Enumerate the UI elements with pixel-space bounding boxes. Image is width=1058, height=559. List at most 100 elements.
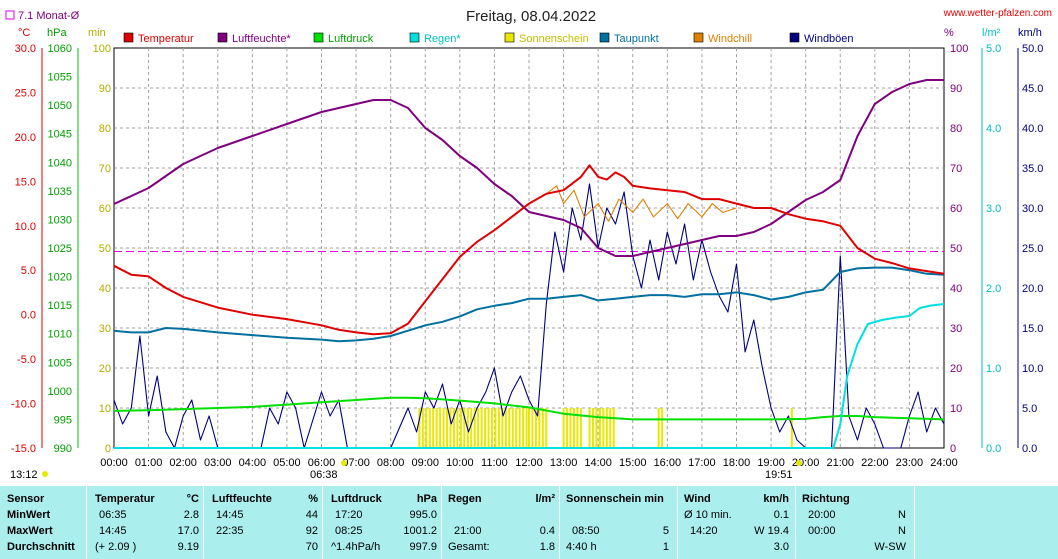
y-tick-wind: 30.0 bbox=[1022, 203, 1043, 215]
sunset-marker: 19:51 bbox=[765, 460, 802, 481]
x-tick-label: 07:00 bbox=[342, 457, 370, 469]
header-temperature: Temperatur bbox=[95, 493, 155, 505]
legend-label: Windböen bbox=[804, 33, 854, 45]
rain-total-value: 1.8 bbox=[539, 541, 555, 553]
hum-avg-value: 70 bbox=[305, 541, 318, 553]
series-line-luftfeuchte bbox=[113, 79, 944, 257]
dir-row2-time: 00:00 bbox=[808, 525, 836, 537]
y-tick-press: 1025 bbox=[48, 243, 72, 255]
y-tick-sun: 0 bbox=[105, 443, 111, 455]
x-tick-label: 08:00 bbox=[377, 457, 405, 469]
y-tick-hum: 10 bbox=[950, 403, 962, 415]
x-tick-label: 04:00 bbox=[239, 457, 267, 469]
table-col-rain: Regen l/m² 21:00 0.4 Gesamt: 1.8 bbox=[442, 486, 560, 559]
axis-unit-rain: l/m² bbox=[982, 27, 1001, 39]
y-tick-press: 995 bbox=[54, 414, 72, 426]
y-tick-temp: 30.0 bbox=[15, 43, 36, 55]
x-tick-label: 05:00 bbox=[273, 457, 301, 469]
y-tick-temp: -5.0 bbox=[17, 354, 36, 366]
y-tick-press: 1035 bbox=[48, 186, 72, 198]
legend-swatch bbox=[504, 32, 515, 43]
row-label-max: MaxWert bbox=[7, 525, 53, 537]
y-tick-sun: 30 bbox=[99, 323, 111, 335]
y-tick-hum: 80 bbox=[950, 123, 962, 135]
y-tick-rain: 2.0 bbox=[986, 283, 1001, 295]
header-rain-unit: l/m² bbox=[535, 493, 555, 505]
y-tick-hum: 50 bbox=[950, 243, 962, 255]
wind-max-value: W 19.4 bbox=[754, 525, 789, 537]
table-col-direction: Richtung 20:00 N 00:00 N W-SW bbox=[796, 486, 915, 559]
press-max-time: 08:25 bbox=[335, 525, 363, 537]
y-tick-sun: 100 bbox=[93, 43, 111, 55]
sunrise-time: 06:38 bbox=[310, 469, 338, 481]
legend-label: Luftfeuchte* bbox=[232, 33, 291, 45]
y-tick-hum: 70 bbox=[950, 163, 962, 175]
x-tick-label: 15:00 bbox=[619, 457, 647, 469]
x-tick-label: 10:00 bbox=[446, 457, 474, 469]
y-tick-hum: 90 bbox=[950, 83, 962, 95]
series-line-luftdruck bbox=[113, 396, 945, 421]
y-tick-press: 1060 bbox=[48, 43, 72, 55]
hum-max-value: 92 bbox=[305, 525, 318, 537]
header-humidity-unit: % bbox=[308, 493, 318, 505]
source-link[interactable]: www.wetter-pfalzen.com bbox=[943, 8, 1052, 19]
x-tick-label: 22:00 bbox=[861, 457, 889, 469]
y-tick-sun: 80 bbox=[99, 123, 111, 135]
y-tick-wind: 40.0 bbox=[1022, 123, 1043, 135]
x-tick-label: 20:00 bbox=[792, 457, 820, 469]
temp-avg-delta: (+ 2.09 ) bbox=[95, 541, 137, 553]
y-tick-hum: 100 bbox=[950, 43, 968, 55]
x-tick-label: 11:00 bbox=[481, 457, 508, 469]
chart-series bbox=[113, 79, 945, 449]
y-tick-wind: 0.0 bbox=[1022, 443, 1037, 455]
legend-swatch bbox=[313, 32, 324, 43]
daylength-time: 13:12 bbox=[10, 469, 38, 481]
y-tick-press: 1000 bbox=[48, 386, 72, 398]
header-sensor: Sensor bbox=[7, 493, 45, 505]
y-tick-wind: 35.0 bbox=[1022, 163, 1043, 175]
table-col-humidity: Luftfeuchte % 14:45 44 22:35 92 70 bbox=[204, 486, 323, 559]
legend-label: Regen* bbox=[424, 33, 461, 45]
table-col-sunshine: Sonnenschein min 08:50 5 4:40 h 1 bbox=[560, 486, 678, 559]
y-tick-hum: 40 bbox=[950, 283, 962, 295]
y-tick-press: 1030 bbox=[48, 214, 72, 226]
chart-title: Freitag, 08.04.2022 bbox=[466, 8, 596, 25]
y-tick-temp: -15.0 bbox=[11, 443, 36, 455]
weather-chart: Freitag, 08.04.2022 www.wetter-pfalzen.c… bbox=[5, 8, 1052, 481]
y-tick-press: 1020 bbox=[48, 272, 72, 284]
temp-max-value: 17.0 bbox=[177, 525, 199, 537]
chart-axes: 00:00 01:00 02:00 03:00 04:00 05:00 06:00 07:00… bbox=[11, 43, 1044, 469]
hum-min-time: 14:45 bbox=[216, 509, 244, 521]
y-tick-rain: 4.0 bbox=[986, 123, 1001, 135]
press-min-time: 17:20 bbox=[335, 509, 363, 521]
table-col-sensor: Sensor MinWert MaxWert Durchschnitt bbox=[0, 486, 87, 559]
y-tick-press: 1015 bbox=[48, 300, 72, 312]
temp-min-value: 2.8 bbox=[183, 509, 199, 521]
sun-total-hours: 4:40 h bbox=[566, 541, 597, 553]
y-tick-press: 1055 bbox=[48, 72, 72, 84]
y-tick-rain: 5.0 bbox=[986, 43, 1001, 55]
dir-avg-value: W-SW bbox=[874, 541, 906, 553]
sun-max-value: 5 bbox=[662, 525, 669, 537]
monthly-average-text: 7.1 Monat-Ø bbox=[18, 10, 80, 22]
x-tick-label: 06:00 bbox=[308, 457, 336, 469]
monthly-average-label: 7.1 Monat-Ø bbox=[5, 10, 80, 22]
y-tick-temp: 5.0 bbox=[21, 265, 36, 277]
row-label-min: MinWert bbox=[7, 509, 51, 521]
y-tick-press: 1010 bbox=[48, 329, 72, 341]
legend-label: Temperatur bbox=[138, 33, 194, 45]
axis-unit-wind: km/h bbox=[1018, 27, 1042, 39]
legend-swatch bbox=[409, 32, 420, 43]
x-tick-label: 24:00 bbox=[930, 457, 958, 469]
x-tick-label: 19:00 bbox=[757, 457, 785, 469]
y-tick-sun: 50 bbox=[99, 243, 111, 255]
legend-swatch bbox=[599, 32, 610, 43]
wind-max-time: 14:20 bbox=[690, 525, 718, 537]
y-tick-temp: 10.0 bbox=[15, 221, 36, 233]
rain-max-value: 0.4 bbox=[539, 525, 555, 537]
series-line-taupunkt bbox=[113, 266, 945, 343]
y-tick-wind: 20.0 bbox=[1022, 283, 1043, 295]
sun-max-time: 08:50 bbox=[572, 525, 600, 537]
press-min-value: 995.0 bbox=[409, 509, 437, 521]
x-tick-label: 03:00 bbox=[204, 457, 232, 469]
